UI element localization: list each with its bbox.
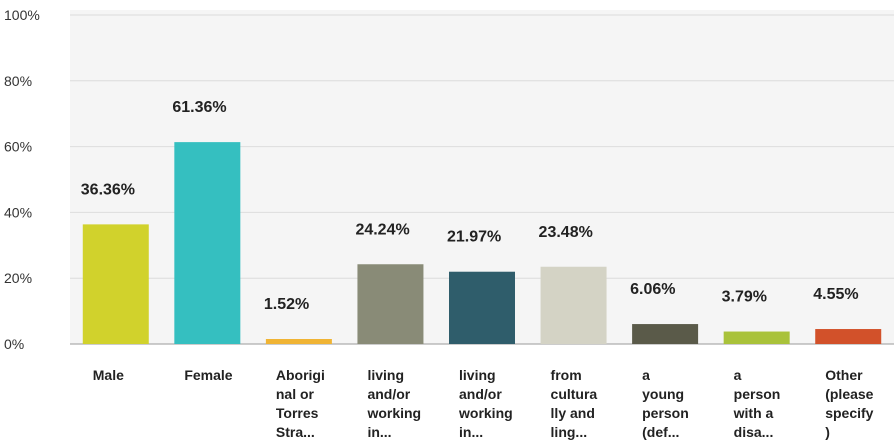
bar: [82, 224, 149, 344]
x-axis-labels: Male Female Aborigi nal or Torres Stra... livi…: [93, 367, 874, 440]
x-tick-label: Other (please specify): [825, 367, 873, 440]
x-tick-label: from cultura lly and ling...: [551, 367, 598, 440]
y-axis-ticks: 0% 20% 40% 60% 80% 100%: [4, 7, 40, 352]
x-tick-label: Male: [93, 367, 124, 383]
data-label: 3.79%: [722, 289, 767, 306]
y-tick-label: 60%: [4, 139, 32, 155]
data-label: 6.06%: [630, 281, 675, 298]
bar: [174, 142, 241, 344]
bar: [815, 329, 882, 344]
data-label: 21.97%: [447, 229, 501, 246]
y-tick-label: 40%: [4, 204, 32, 220]
data-label: 24.24%: [355, 221, 409, 238]
bars: [82, 142, 882, 344]
bar: [723, 331, 790, 344]
x-tick-label: living and/or working in...: [458, 367, 513, 440]
y-tick-label: 0%: [4, 336, 24, 352]
data-labels: 36.36% 61.36% 1.52% 24.24% 21.97% 23.48% 6.06%…: [81, 99, 859, 313]
x-tick-label: a person with a disa...: [733, 367, 781, 440]
y-tick-label: 80%: [4, 73, 32, 89]
x-tick-label: living and/or working in...: [366, 367, 421, 440]
bar: [357, 264, 424, 344]
bar: [540, 266, 607, 344]
bar: [632, 324, 699, 344]
x-tick-label: a young person (def...: [642, 367, 689, 440]
bar: [449, 271, 515, 344]
data-label: 4.55%: [813, 286, 858, 303]
x-tick-label: Aborigi nal or Torres Stra...: [276, 367, 325, 440]
y-tick-label: 100%: [4, 7, 40, 23]
data-label: 23.48%: [539, 224, 593, 241]
data-label: 1.52%: [264, 296, 309, 313]
y-tick-label: 20%: [4, 270, 32, 286]
data-label: 36.36%: [81, 181, 135, 198]
data-label: 61.36%: [172, 99, 226, 116]
x-tick-label: Female: [184, 367, 232, 383]
bar: [265, 338, 332, 344]
